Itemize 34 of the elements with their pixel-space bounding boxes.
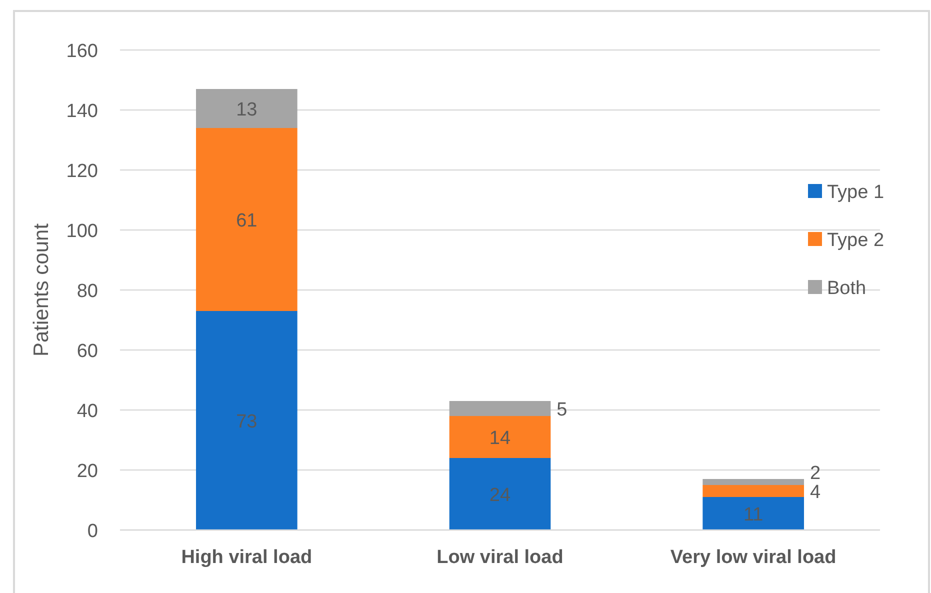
y-tick-label: 0 [87, 521, 98, 542]
bar [702, 497, 804, 530]
bar [449, 401, 551, 416]
bar [449, 458, 551, 530]
bar [196, 128, 298, 311]
y-tick-label: 120 [66, 161, 98, 182]
data-label: 14 [489, 428, 511, 449]
data-label: 61 [236, 210, 258, 232]
bar [702, 485, 804, 497]
y-tick-label: 40 [76, 401, 98, 422]
bar [449, 416, 551, 458]
y-tick-label: 100 [66, 221, 98, 242]
y-tick-label: 20 [76, 461, 98, 482]
y-tick-label: 60 [76, 341, 98, 362]
data-label: 11 [743, 504, 764, 526]
bar [196, 311, 298, 530]
data-label: 73 [236, 412, 258, 432]
bar [196, 89, 298, 128]
data-label: 4 [810, 482, 821, 503]
y-tick-label: 140 [66, 101, 98, 122]
x-tick-label: Very low viral load [670, 547, 836, 568]
x-tick-label: High viral load [181, 547, 312, 568]
legend-label: Both [827, 278, 866, 299]
data-label: 24 [489, 485, 511, 506]
x-tick-label: Low viral load [436, 547, 564, 568]
y-axis-title: Patients count [30, 223, 53, 357]
y-tick-label: 160 [66, 41, 98, 62]
data-label: 13 [236, 100, 258, 120]
legend-label: Type 1 [827, 182, 884, 203]
legend-label: Type 2 [827, 230, 884, 251]
data-label: 2 [810, 463, 821, 484]
bar [702, 479, 804, 485]
y-tick-label: 80 [76, 281, 98, 302]
data-label: 5 [556, 400, 568, 420]
